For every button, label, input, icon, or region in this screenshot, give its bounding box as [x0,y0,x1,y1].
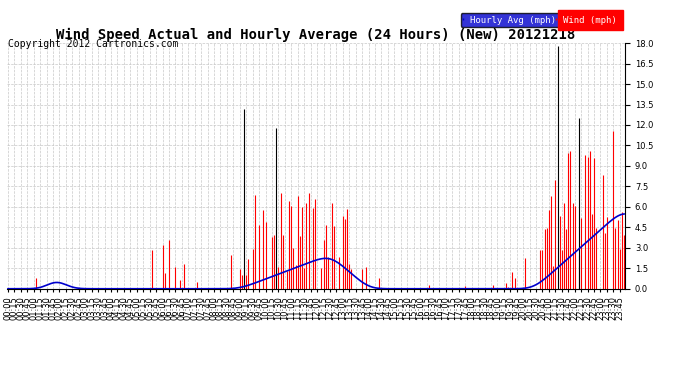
Title: Wind Speed Actual and Hourly Average (24 Hours) (New) 20121218: Wind Speed Actual and Hourly Average (24… [57,28,575,42]
Legend: Hourly Avg (mph), Wind (mph): Hourly Avg (mph), Wind (mph) [461,13,620,27]
Text: Copyright 2012 Cartronics.com: Copyright 2012 Cartronics.com [8,39,179,50]
